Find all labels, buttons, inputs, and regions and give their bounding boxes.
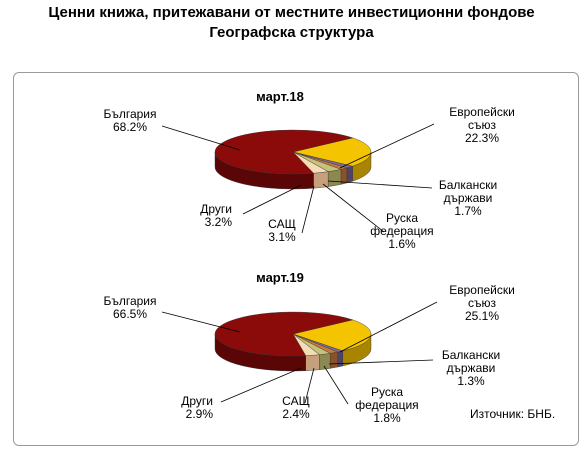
slice-label-други: Други 2.9% <box>181 394 213 421</box>
slice-label-балкански-държави: Балкански държави 1.7% <box>439 178 497 218</box>
leader-line-балкански-държави <box>328 359 434 365</box>
source-note: Източник: БНБ. <box>470 407 556 421</box>
leader-line-други <box>220 367 302 403</box>
pie-title: март.18 <box>256 89 304 104</box>
leader-line-други <box>242 184 302 215</box>
leader-line-сащ <box>301 185 315 234</box>
slice-label-българия: България 66.5% <box>103 294 156 321</box>
slice-side-балкански-държави <box>337 350 343 368</box>
slice-label-българия: България 68.2% <box>103 107 156 134</box>
pie-chart-2: март.19 Европейски съюз 25.1% Балкански държа… <box>103 270 514 425</box>
chart-subtitle: Географска структура <box>209 24 374 41</box>
chart-title: Ценни книжа, притежавани от местните инв… <box>48 4 535 21</box>
slice-българия <box>214 129 354 175</box>
slice-side-руска-федерация <box>329 351 338 369</box>
slice-side-сащ <box>327 169 342 187</box>
leader-line-българия <box>161 125 241 151</box>
leader-line-руска-федерация <box>322 183 385 233</box>
leader-line-балкански-държави <box>327 180 433 189</box>
leader-line-европейски-съюз <box>339 301 438 353</box>
slice-label-сащ: САЩ 3.1% <box>268 217 296 244</box>
slice-българия <box>214 311 354 357</box>
slice-side-други <box>313 171 329 189</box>
slice-side-балкански-държави <box>346 165 353 184</box>
slice-side-други <box>305 354 320 371</box>
slice-label-балкански-държави: Балкански държави 1.3% <box>442 348 500 388</box>
leader-line-българия <box>161 311 241 333</box>
pie-title: март.19 <box>256 270 304 285</box>
slice-label-други: Други 3.2% <box>200 202 232 229</box>
slice-label-руска-федерация: Руска федерация 1.6% <box>370 211 433 251</box>
leader-line-сащ <box>304 367 315 404</box>
slice-label-европейски-съюз: Европейски съюз 22.3% <box>449 105 515 145</box>
pie-chart-1: март.18 Европейски съюз 22.3% Балкански държа… <box>103 89 514 251</box>
slice-label-европейски-съюз: Европейски съюз 25.1% <box>449 283 515 323</box>
leader-line-руска-федерация <box>323 365 349 405</box>
slice-label-руска-федерация: Руска федерация 1.8% <box>355 385 418 425</box>
leader-line-европейски-съюз <box>339 123 435 169</box>
slice-label-сащ: САЩ 2.4% <box>282 394 310 421</box>
slice-европейски-съюз <box>292 137 372 167</box>
